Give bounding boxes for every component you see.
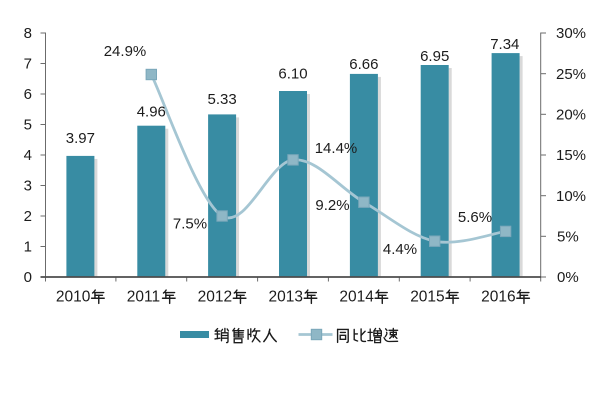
svg-text:7.34: 7.34	[490, 36, 519, 53]
svg-text:6.10: 6.10	[278, 66, 307, 83]
svg-text:30%: 30%	[556, 25, 586, 42]
svg-text:5.33: 5.33	[207, 91, 236, 108]
svg-text:3: 3	[24, 178, 32, 195]
svg-text:3.97: 3.97	[66, 130, 95, 147]
svg-text:4: 4	[24, 147, 32, 164]
svg-text:9.2%: 9.2%	[315, 197, 349, 214]
svg-text:20%: 20%	[556, 107, 586, 124]
svg-text:2: 2	[24, 208, 32, 225]
svg-text:6.95: 6.95	[420, 48, 449, 65]
svg-text:15%: 15%	[556, 147, 586, 164]
svg-text:2014: 2014	[339, 288, 374, 305]
svg-text:6: 6	[24, 86, 32, 103]
svg-text:7.5%: 7.5%	[173, 216, 207, 233]
svg-text:7: 7	[24, 56, 32, 73]
svg-text:0%: 0%	[557, 269, 579, 286]
svg-text:4.4%: 4.4%	[383, 241, 417, 258]
svg-text:2013: 2013	[269, 288, 303, 305]
svg-text:2016: 2016	[481, 288, 515, 305]
svg-text:8: 8	[24, 25, 32, 42]
svg-text:2011: 2011	[127, 288, 160, 305]
svg-text:1: 1	[24, 239, 32, 256]
svg-text:5: 5	[24, 117, 32, 134]
svg-text:10%: 10%	[556, 188, 586, 205]
svg-text:6.66: 6.66	[349, 56, 378, 73]
svg-text:0: 0	[24, 269, 32, 286]
svg-text:4.96: 4.96	[137, 104, 166, 121]
svg-text:24.9%: 24.9%	[104, 43, 147, 60]
svg-text:25%: 25%	[556, 66, 586, 83]
svg-text:14.4%: 14.4%	[315, 140, 358, 157]
svg-text:5.6%: 5.6%	[458, 209, 492, 226]
svg-text:5%: 5%	[557, 229, 579, 246]
svg-text:2015: 2015	[410, 288, 444, 305]
svg-text:2012: 2012	[198, 288, 232, 305]
svg-text:2010: 2010	[56, 288, 91, 305]
